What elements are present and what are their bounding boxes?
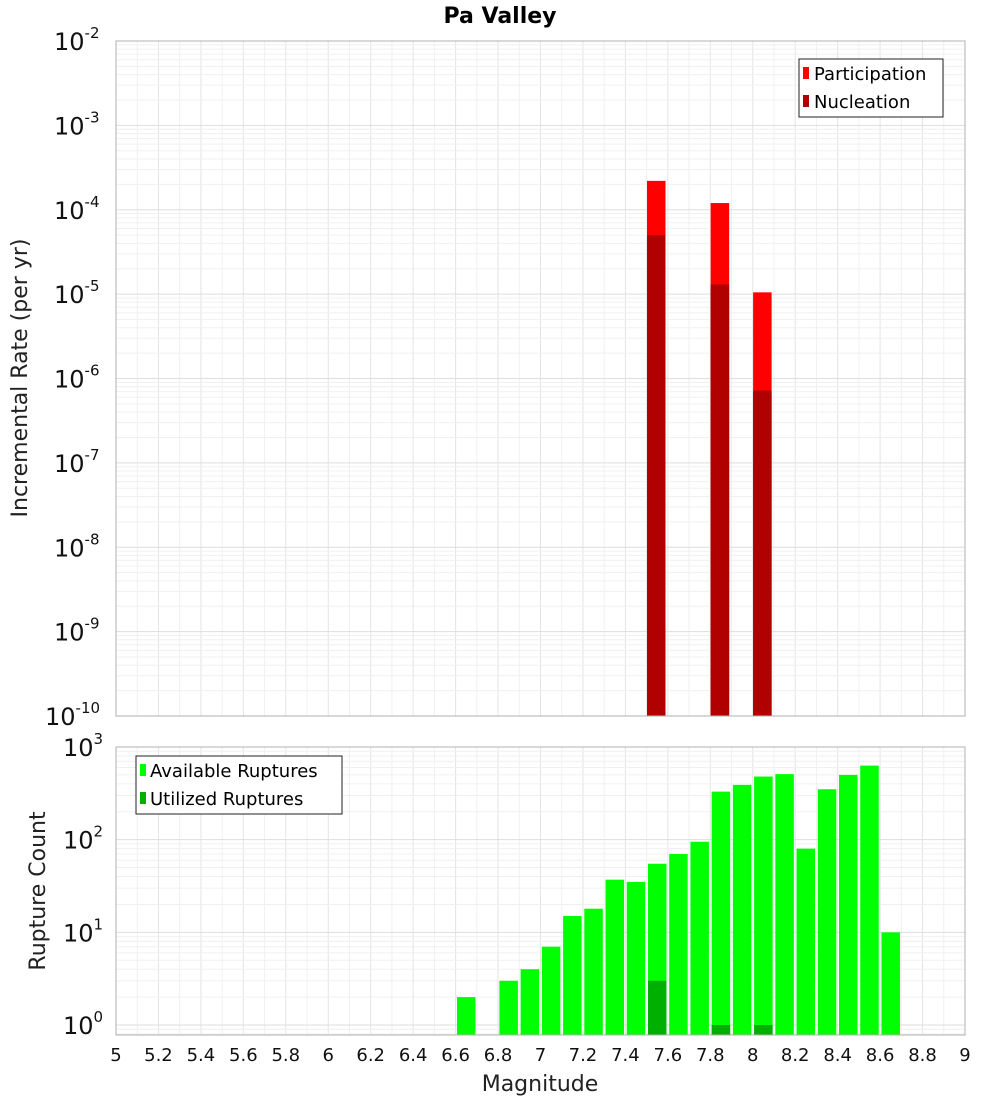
y-tick-label: 10-7 [54, 446, 100, 478]
y-tick-label: 10-10 [45, 699, 100, 731]
count-bars [456, 765, 900, 1035]
x-tick-label: 5.8 [271, 1045, 300, 1066]
bar-available-14 [775, 774, 794, 1035]
rate-grid [115, 41, 966, 717]
x-tick-label: 8.2 [781, 1045, 810, 1066]
x-tick-label: 6 [323, 1045, 334, 1066]
y-tick-label: 10-4 [54, 193, 100, 225]
bar-available-16 [817, 789, 837, 1035]
bar-available-12 [732, 784, 752, 1035]
legend-label-participation: Participation [814, 64, 926, 85]
count-legend: Available Ruptures Utilized Ruptures [135, 755, 343, 815]
bar-available-11 [711, 791, 731, 1035]
legend-label-available: Available Ruptures [150, 761, 318, 782]
bar-available-3 [541, 946, 561, 1035]
rate-legend: Participation Nucleation [798, 58, 944, 118]
bar-utilized-2 [754, 1025, 773, 1035]
bar-available-18 [860, 765, 879, 1035]
x-tick-label: 8 [747, 1045, 758, 1066]
rate-y-ticks: 10-2 10-3 10-4 10-5 10-6 10-7 10-8 10-9 10-10 [45, 24, 100, 731]
rate-legend-box [798, 58, 944, 118]
bar-utilized-1 [711, 1025, 731, 1035]
bar-available-9 [669, 854, 688, 1035]
count-panel: 103 102 101 100 5 5.2 5.4 5.6 5.8 6 6.2 6.4 6.6 6.8 7… [26, 730, 971, 1097]
rate-plot-border [115, 40, 966, 717]
x-tick-label: 6.2 [356, 1045, 385, 1066]
bar-utilized-0 [647, 980, 667, 1035]
bar-available-2 [520, 969, 540, 1035]
bar-available-0 [456, 997, 476, 1035]
chart-title: Pa Valley [443, 4, 556, 29]
x-tick-label: 5.2 [144, 1045, 173, 1066]
count-y-ticks: 103 102 101 100 [63, 730, 103, 1040]
bar-available-5 [584, 908, 603, 1035]
legend-label-nucleation: Nucleation [814, 92, 910, 113]
y-tick-label: 103 [63, 730, 103, 762]
y-tick-label: 10-9 [54, 615, 100, 647]
legend-swatch-available [140, 764, 146, 776]
x-tick-label: 6.6 [441, 1045, 470, 1066]
rate-bars [646, 180, 772, 716]
bar-available-13 [754, 776, 773, 1035]
x-tick-label: 8.6 [866, 1045, 895, 1066]
y-tick-label: 101 [63, 915, 103, 947]
x-tick-label: 5.6 [229, 1045, 258, 1066]
y-tick-label: 100 [63, 1008, 103, 1040]
y-tick-label: 10-6 [54, 362, 100, 394]
legend-swatch-nucleation [803, 95, 809, 107]
x-tick-label: 8.8 [908, 1045, 937, 1066]
count-y-axis-label: Rupture Count [26, 811, 51, 971]
bar-available-6 [605, 879, 625, 1035]
x-tick-label: 6.4 [399, 1045, 428, 1066]
x-tick-label: 7.4 [611, 1045, 640, 1066]
bar-available-7 [626, 881, 646, 1035]
x-tick-label: 7 [535, 1045, 546, 1066]
rate-y-axis-label: Incremental Rate (per yr) [8, 239, 33, 518]
count-x-ticks: 5 5.2 5.4 5.6 5.8 6 6.2 6.4 6.6 6.8 7 7.2 7.4 7.6 7.8 8… [110, 1045, 970, 1066]
count-plot-border [115, 746, 966, 1036]
rate-panel: 10-2 10-3 10-4 10-5 10-6 10-7 10-8 10-9 10-10 In… [8, 24, 966, 731]
x-tick-label: 5.4 [187, 1045, 216, 1066]
bar-nucleation-0 [646, 235, 666, 716]
x-tick-label: 9 [959, 1045, 970, 1066]
x-tick-label: 7.2 [569, 1045, 598, 1066]
y-tick-label: 102 [63, 823, 103, 855]
x-axis-label: Magnitude [482, 1072, 599, 1097]
bar-available-17 [839, 774, 858, 1035]
bar-available-1 [499, 980, 518, 1035]
legend-swatch-utilized [140, 792, 146, 804]
bar-nucleation-1 [710, 284, 730, 716]
bar-available-15 [796, 848, 816, 1035]
bar-nucleation-2 [753, 390, 772, 716]
bar-available-19 [881, 932, 900, 1035]
count-legend-box [135, 755, 343, 815]
x-tick-label: 5 [110, 1045, 121, 1066]
y-tick-label: 10-5 [54, 277, 100, 309]
y-tick-label: 10-2 [54, 24, 100, 56]
x-tick-label: 7.6 [654, 1045, 683, 1066]
x-tick-label: 6.8 [484, 1045, 513, 1066]
bar-available-4 [563, 916, 582, 1035]
bar-available-10 [690, 841, 709, 1035]
legend-label-utilized: Utilized Ruptures [150, 789, 303, 810]
y-tick-label: 10-8 [54, 530, 100, 562]
legend-swatch-participation [803, 67, 809, 79]
y-tick-label: 10-3 [54, 108, 100, 140]
x-tick-label: 7.8 [696, 1045, 725, 1066]
x-tick-label: 8.4 [823, 1045, 852, 1066]
